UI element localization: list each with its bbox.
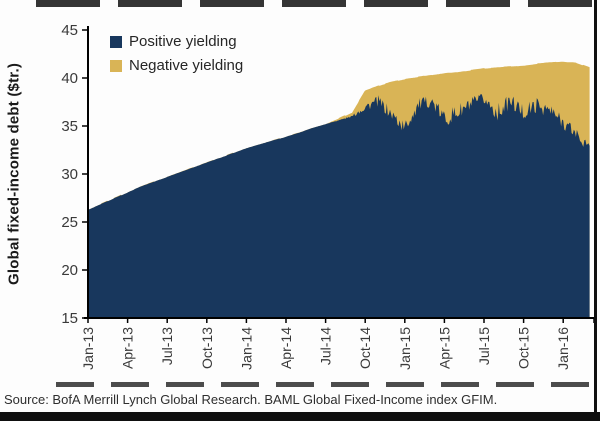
- svg-text:25: 25: [61, 214, 78, 231]
- bottom-border-bar: [0, 412, 600, 421]
- svg-text:20: 20: [61, 262, 78, 279]
- legend-item-positive: Positive yielding: [110, 33, 243, 50]
- legend-item-negative: Negative yielding: [110, 57, 243, 74]
- cropped-text-remnant: [56, 382, 592, 387]
- svg-text:Oct-15: Oct-15: [516, 327, 532, 369]
- svg-text:30: 30: [61, 166, 78, 183]
- svg-text:Apr-13: Apr-13: [120, 327, 136, 369]
- legend-label-positive: Positive yielding: [129, 33, 237, 50]
- svg-text:Jan-16: Jan-16: [555, 327, 571, 370]
- svg-text:Apr-14: Apr-14: [278, 327, 294, 369]
- svg-text:Jul-15: Jul-15: [476, 327, 492, 365]
- svg-text:Oct-14: Oct-14: [357, 327, 373, 369]
- svg-text:15: 15: [61, 310, 78, 327]
- svg-text:Apr-15: Apr-15: [436, 327, 452, 369]
- svg-text:Jul-13: Jul-13: [159, 327, 175, 365]
- svg-text:Jan-13: Jan-13: [80, 327, 96, 370]
- svg-text:40: 40: [61, 70, 78, 87]
- legend-label-negative: Negative yielding: [129, 57, 244, 74]
- right-border-bar: [594, 0, 597, 421]
- svg-text:Jan-15: Jan-15: [397, 327, 413, 370]
- svg-text:Jan-14: Jan-14: [238, 327, 254, 370]
- svg-text:35: 35: [61, 118, 78, 135]
- positive-yielding-swatch-icon: [110, 35, 122, 48]
- chart-legend: Positive yielding Negative yielding: [110, 33, 243, 74]
- cropped-header-remnant: [36, 0, 592, 7]
- source-note: Source: BofA Merrill Lynch Global Resear…: [4, 392, 498, 407]
- svg-text:Oct-13: Oct-13: [199, 327, 215, 369]
- svg-text:Jul-14: Jul-14: [318, 327, 334, 365]
- svg-text:45: 45: [61, 22, 78, 39]
- negative-yielding-swatch-icon: [110, 59, 122, 72]
